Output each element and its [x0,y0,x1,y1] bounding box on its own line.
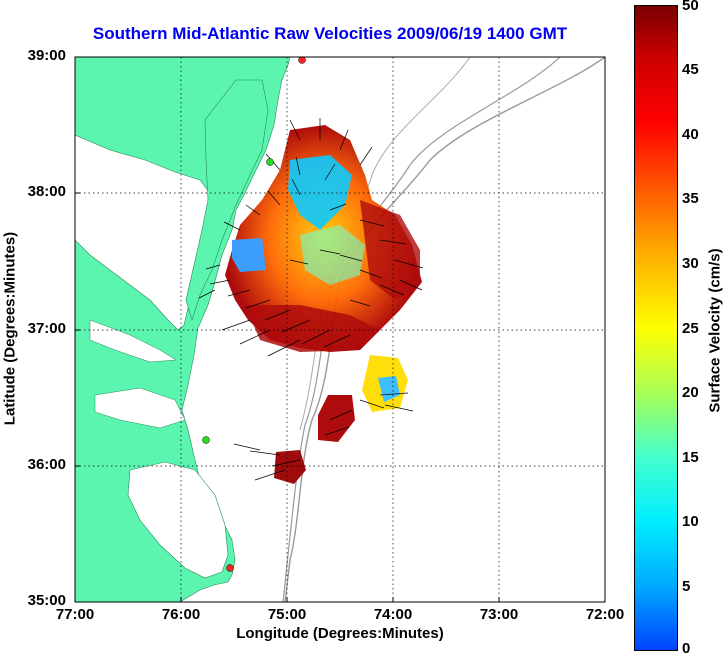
grid-lines [75,57,605,602]
colorbar-tick: 25 [682,320,699,337]
station-marker-green [266,158,274,166]
velocity-field [225,125,422,484]
colorbar-tick: 15 [682,449,699,466]
y-axis-label: Latitude (Degrees:Minutes) [1,231,19,426]
station-marker-red [226,564,234,572]
x-axis-label: Longitude (Degrees:Minutes) [236,625,444,642]
x-tick-label: 74:00 [373,606,413,623]
delmarva-peninsula [185,79,269,322]
x-tick-label: 76:00 [161,606,201,623]
x-tick-label: 77:00 [55,606,95,623]
x-tick-label: 73:00 [479,606,519,623]
colorbar-tick: 5 [682,578,691,595]
y-tick-label: 37:00 [27,320,66,337]
colorbar-tick: 40 [682,126,699,143]
y-tick-label: 39:00 [27,47,66,64]
colorbar-tick: 50 [682,0,699,14]
colorbar-tick: 45 [682,61,699,78]
colorbar-tick: 0 [682,640,691,657]
station-marker-red [298,57,306,64]
colorbar-tick: 35 [682,190,699,207]
colorbar-label: Surface Velocity (cm/s) [706,248,724,413]
colorbar-tick: 30 [682,255,699,272]
colorbar [634,5,678,651]
x-tick-label: 72:00 [585,606,625,623]
y-tick-label: 35:00 [27,592,66,609]
x-tick-label: 75:00 [267,606,307,623]
y-tick-label: 36:00 [27,456,66,473]
colorbar-tick: 10 [682,513,699,530]
pamlico-sound [127,461,229,579]
y-tick-label: 38:00 [27,183,66,200]
colorbar-tick: 20 [682,384,699,401]
station-marker-green [202,436,210,444]
map-title: Southern Mid-Atlantic Raw Velocities 200… [92,24,568,43]
